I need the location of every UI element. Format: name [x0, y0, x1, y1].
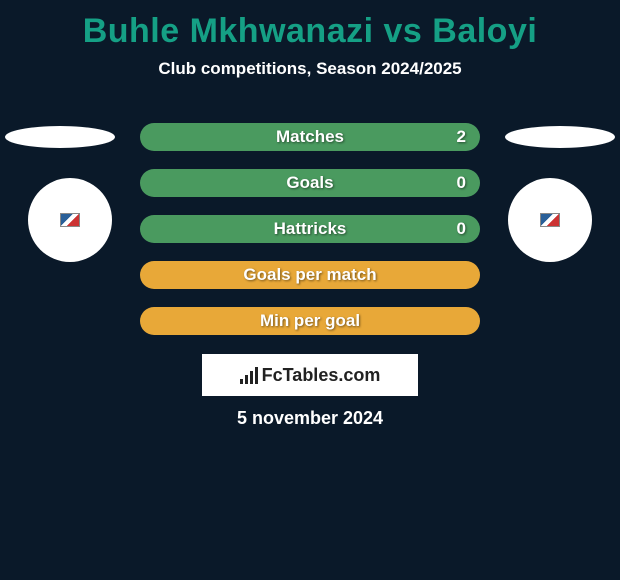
stat-label: Min per goal [260, 311, 360, 331]
right-ellipse-decoration [505, 126, 615, 148]
stat-label: Hattricks [274, 219, 347, 239]
logo-text: FcTables.com [262, 365, 381, 386]
stat-bars-container: Matches 2 Goals 0 Hattricks 0 Goals per … [140, 123, 480, 353]
stat-value: 0 [457, 173, 466, 193]
stat-bar-goals-per-match: Goals per match [140, 261, 480, 289]
subtitle: Club competitions, Season 2024/2025 [0, 59, 620, 79]
player-circle-right [508, 178, 592, 262]
logo-box: FcTables.com [202, 354, 418, 396]
logo-chart-icon [240, 366, 258, 384]
date-text: 5 november 2024 [0, 408, 620, 429]
stat-value: 2 [457, 127, 466, 147]
stat-bar-goals: Goals 0 [140, 169, 480, 197]
page-title: Buhle Mkhwanazi vs Baloyi [0, 0, 620, 51]
stat-bar-min-per-goal: Min per goal [140, 307, 480, 335]
left-ellipse-decoration [5, 126, 115, 148]
stat-label: Goals [286, 173, 333, 193]
stat-label: Matches [276, 127, 344, 147]
player-circle-left [28, 178, 112, 262]
flag-icon [60, 213, 80, 227]
flag-icon [540, 213, 560, 227]
stat-value: 0 [457, 219, 466, 239]
stat-bar-hattricks: Hattricks 0 [140, 215, 480, 243]
stat-bar-matches: Matches 2 [140, 123, 480, 151]
stat-label: Goals per match [243, 265, 376, 285]
